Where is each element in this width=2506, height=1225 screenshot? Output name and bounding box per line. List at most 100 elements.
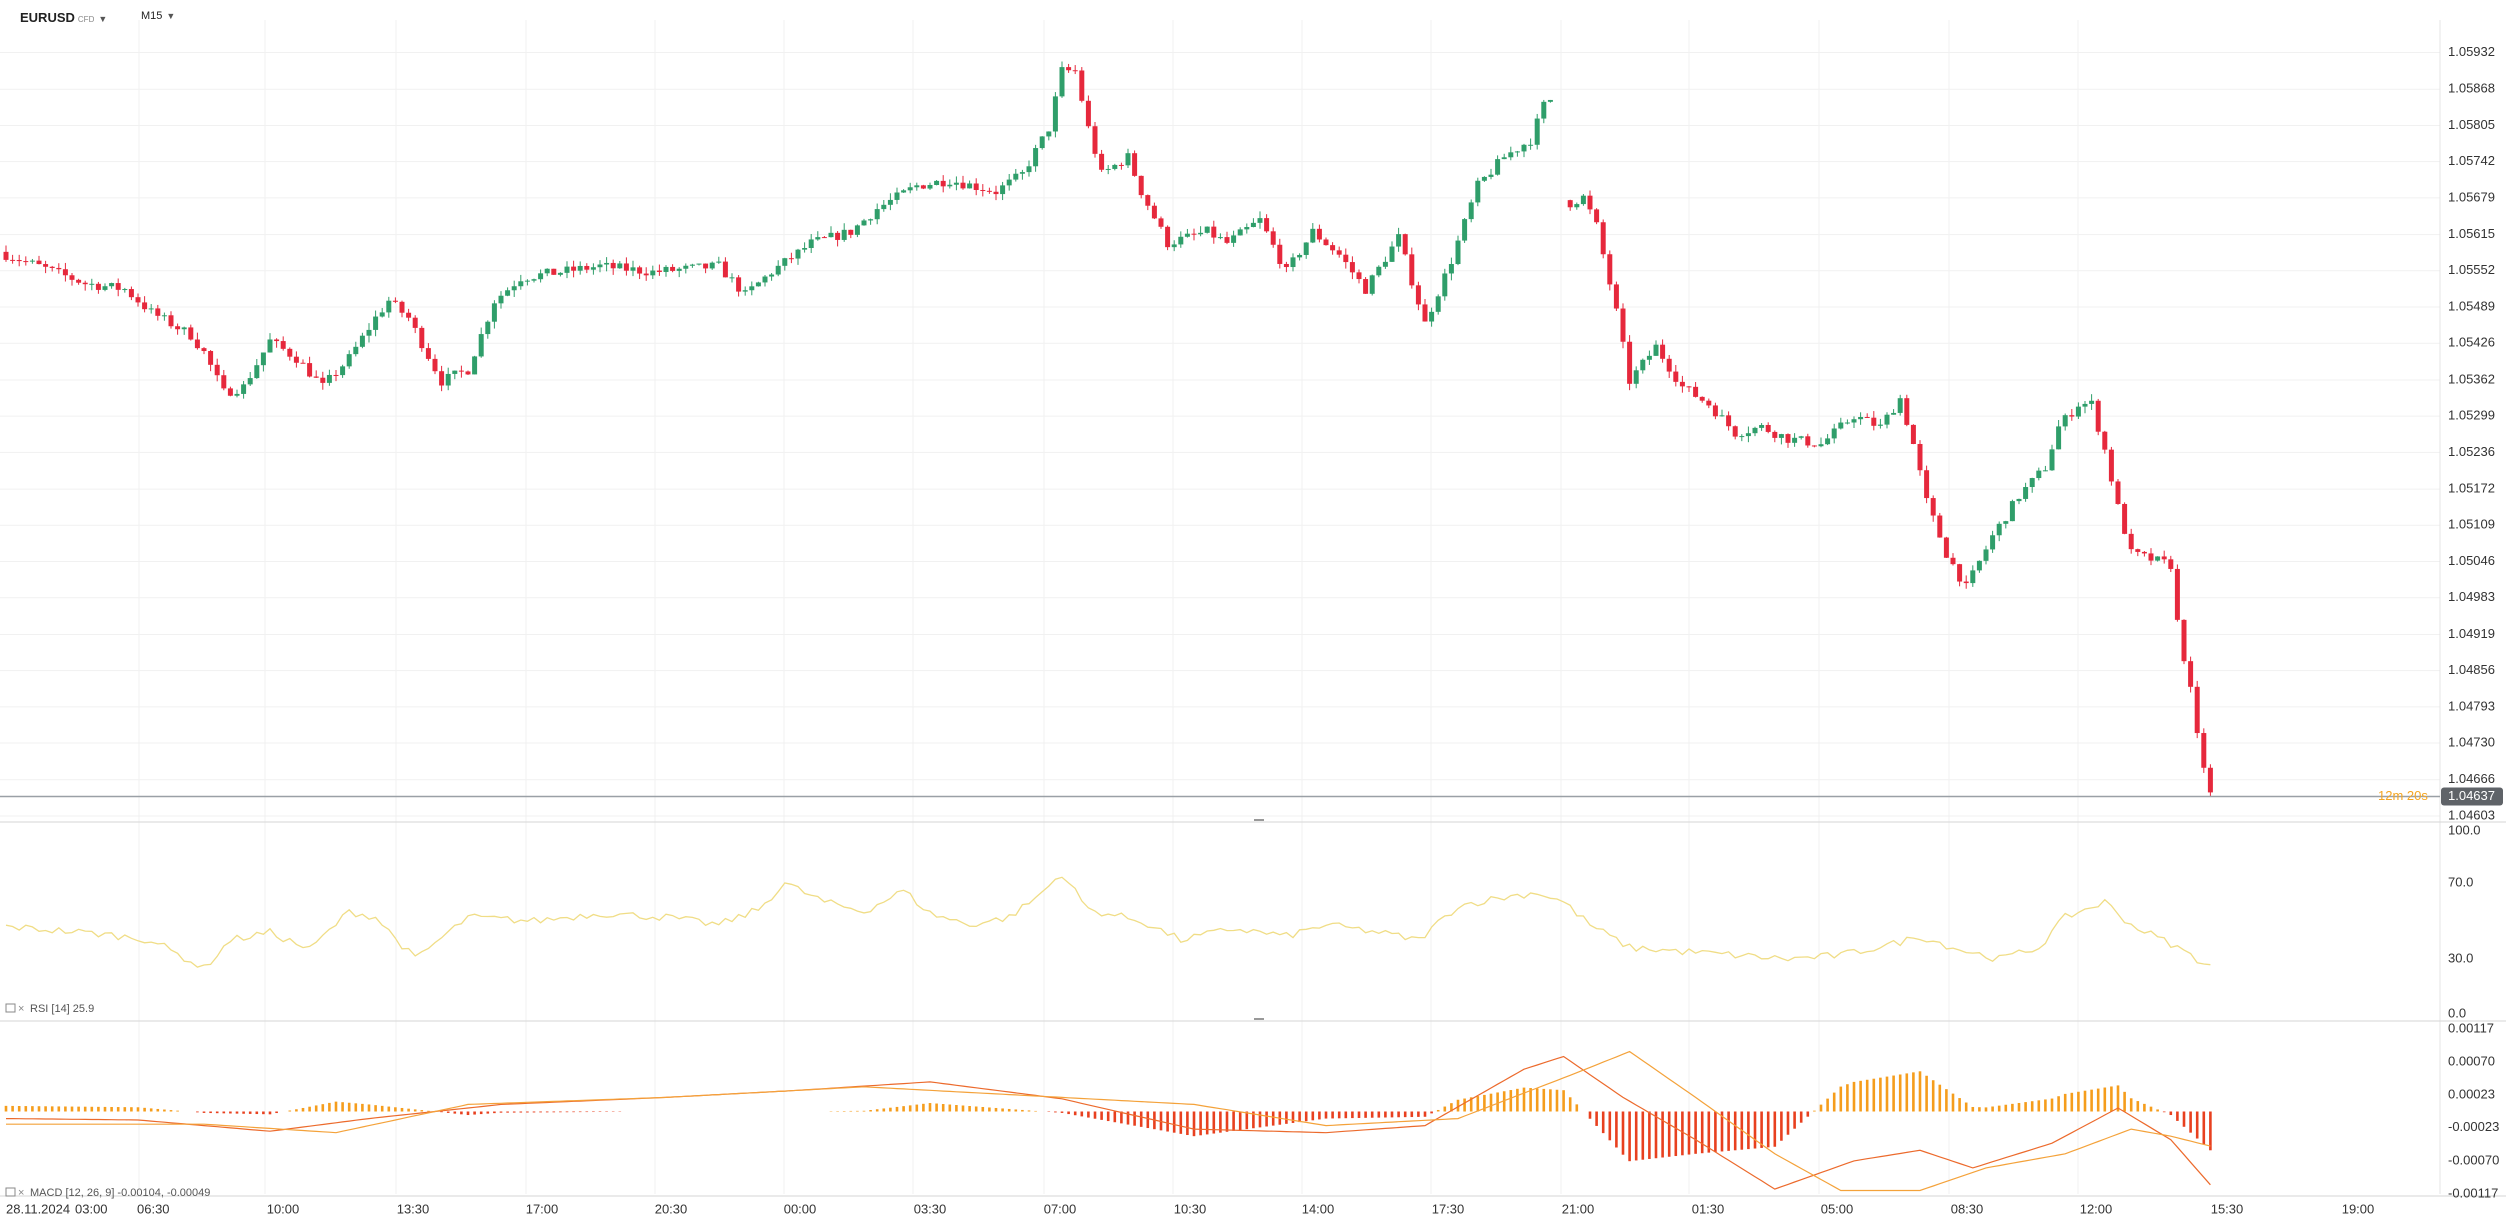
macd-histogram-bar xyxy=(1133,1111,1136,1126)
macd-histogram-bar xyxy=(354,1103,358,1112)
macd-histogram-bar xyxy=(295,1109,298,1112)
candle-body xyxy=(2049,449,2055,471)
candle-body xyxy=(762,276,768,283)
candle-body xyxy=(221,375,227,389)
candle-body xyxy=(894,192,900,200)
macd-histogram-bar xyxy=(77,1106,80,1112)
candle-body xyxy=(1369,275,1375,294)
candle-body xyxy=(1528,144,1534,146)
candle-body xyxy=(590,267,596,270)
macd-tick-label: -0.00070 xyxy=(2448,1152,2499,1167)
candle-body xyxy=(1534,118,1540,145)
candle-body xyxy=(1099,153,1105,170)
candle-body xyxy=(749,286,755,291)
candle-body xyxy=(76,279,82,283)
macd-histogram-bar xyxy=(1258,1111,1262,1128)
settings-icon xyxy=(5,1003,16,1013)
macd-histogram-bar xyxy=(1819,1104,1823,1112)
candle-body xyxy=(788,258,794,260)
candle-body xyxy=(1495,159,1501,175)
candle-body xyxy=(683,265,689,269)
symbol-selector[interactable]: EURUSD CFD ▼ xyxy=(20,10,107,25)
candle-body xyxy=(1943,537,1949,558)
candle-body xyxy=(386,300,392,313)
macd-histogram-bar xyxy=(2176,1111,2179,1121)
time-tick-label: 00:00 xyxy=(784,1201,817,1216)
macd-histogram-bar xyxy=(922,1103,925,1112)
macd-histogram-bar xyxy=(1456,1099,1460,1112)
time-tick-label: 06:30 xyxy=(137,1201,170,1216)
candle-body xyxy=(227,388,233,396)
macd-histogram-bar xyxy=(413,1109,417,1112)
macd-histogram-bar xyxy=(1139,1111,1143,1127)
candle-body xyxy=(82,282,88,285)
timeframe-selector[interactable]: M15 ▼ xyxy=(141,10,175,22)
macd-histogram-bar xyxy=(882,1108,886,1112)
macd-histogram-bar xyxy=(136,1107,140,1112)
candle-body xyxy=(10,259,16,261)
candle-body xyxy=(623,263,629,271)
macd-histogram-bar xyxy=(1648,1111,1651,1159)
macd-histogram-bar xyxy=(2077,1091,2080,1112)
macd-histogram-bar xyxy=(961,1105,965,1112)
candle-body xyxy=(1264,218,1270,232)
macd-histogram-bar xyxy=(2169,1111,2173,1116)
candle-body xyxy=(2207,767,2213,793)
candle-body xyxy=(333,374,339,376)
candle-body xyxy=(1435,296,1441,312)
candle-body xyxy=(1409,254,1415,286)
time-tick-label: 21:00 xyxy=(1562,1201,1595,1216)
candle-body xyxy=(1283,263,1289,268)
macd-histogram-bar xyxy=(1285,1111,1288,1124)
macd-histogram-bar xyxy=(2182,1111,2186,1127)
axes-labels: 1.05932 1.05868 1.05805 1.05742 1.05679 1.056… xyxy=(6,44,2499,1217)
candle-body xyxy=(1013,173,1019,180)
macd-histogram-bar xyxy=(268,1111,272,1115)
candle-body xyxy=(1290,257,1296,268)
candle-body xyxy=(392,300,398,302)
candle-body xyxy=(2148,553,2154,561)
candle-body xyxy=(551,268,557,275)
macd-histogram-bar xyxy=(875,1109,879,1112)
candle-body xyxy=(128,289,134,298)
candle-body xyxy=(1646,355,1652,360)
candle-body xyxy=(841,229,847,240)
macd-tick-label: 0.00070 xyxy=(2448,1054,2495,1069)
candle-body xyxy=(89,283,95,285)
macd-histogram-bar xyxy=(585,1111,589,1113)
candle-body xyxy=(1178,236,1184,245)
macd-histogram-bar xyxy=(1001,1108,1004,1112)
candle-body xyxy=(1844,422,1850,424)
macd-histogram-bar xyxy=(1126,1111,1130,1125)
macd-histogram-bar xyxy=(1205,1111,1209,1135)
candle-body xyxy=(630,267,636,271)
macd-histogram-bar xyxy=(578,1111,582,1113)
macd-histogram-bar xyxy=(1351,1111,1354,1119)
candle-body xyxy=(2168,559,2174,569)
candle-body xyxy=(920,185,926,189)
candle-body xyxy=(557,272,563,275)
candle-body xyxy=(56,267,62,270)
macd-histogram-bar xyxy=(1555,1089,1559,1112)
candle-body xyxy=(1633,370,1639,384)
macd-histogram-bar xyxy=(1219,1111,1222,1133)
macd-histogram-bar xyxy=(1562,1090,1565,1112)
macd-histogram-bar xyxy=(1245,1111,1249,1130)
macd-histogram-bar xyxy=(1667,1111,1671,1157)
candle-body xyxy=(1739,436,1745,438)
macd-histogram-bar xyxy=(123,1107,127,1112)
candle-body xyxy=(709,262,715,269)
candle-body xyxy=(1976,560,1982,571)
macd-histogram-bar xyxy=(1806,1111,1810,1117)
candle-body xyxy=(1343,254,1349,263)
macd-histogram-bar xyxy=(1212,1111,1216,1134)
macd-histogram-bar xyxy=(974,1106,978,1112)
macd-histogram-bar xyxy=(308,1106,311,1112)
macd-histogram-bar xyxy=(2209,1111,2212,1151)
candle-body xyxy=(1026,166,1032,173)
macd-histogram-bar xyxy=(849,1110,853,1112)
macd-histogram-bar xyxy=(103,1106,107,1112)
macd-histogram-bar xyxy=(1859,1080,1862,1112)
macd-histogram-bar xyxy=(400,1107,404,1112)
